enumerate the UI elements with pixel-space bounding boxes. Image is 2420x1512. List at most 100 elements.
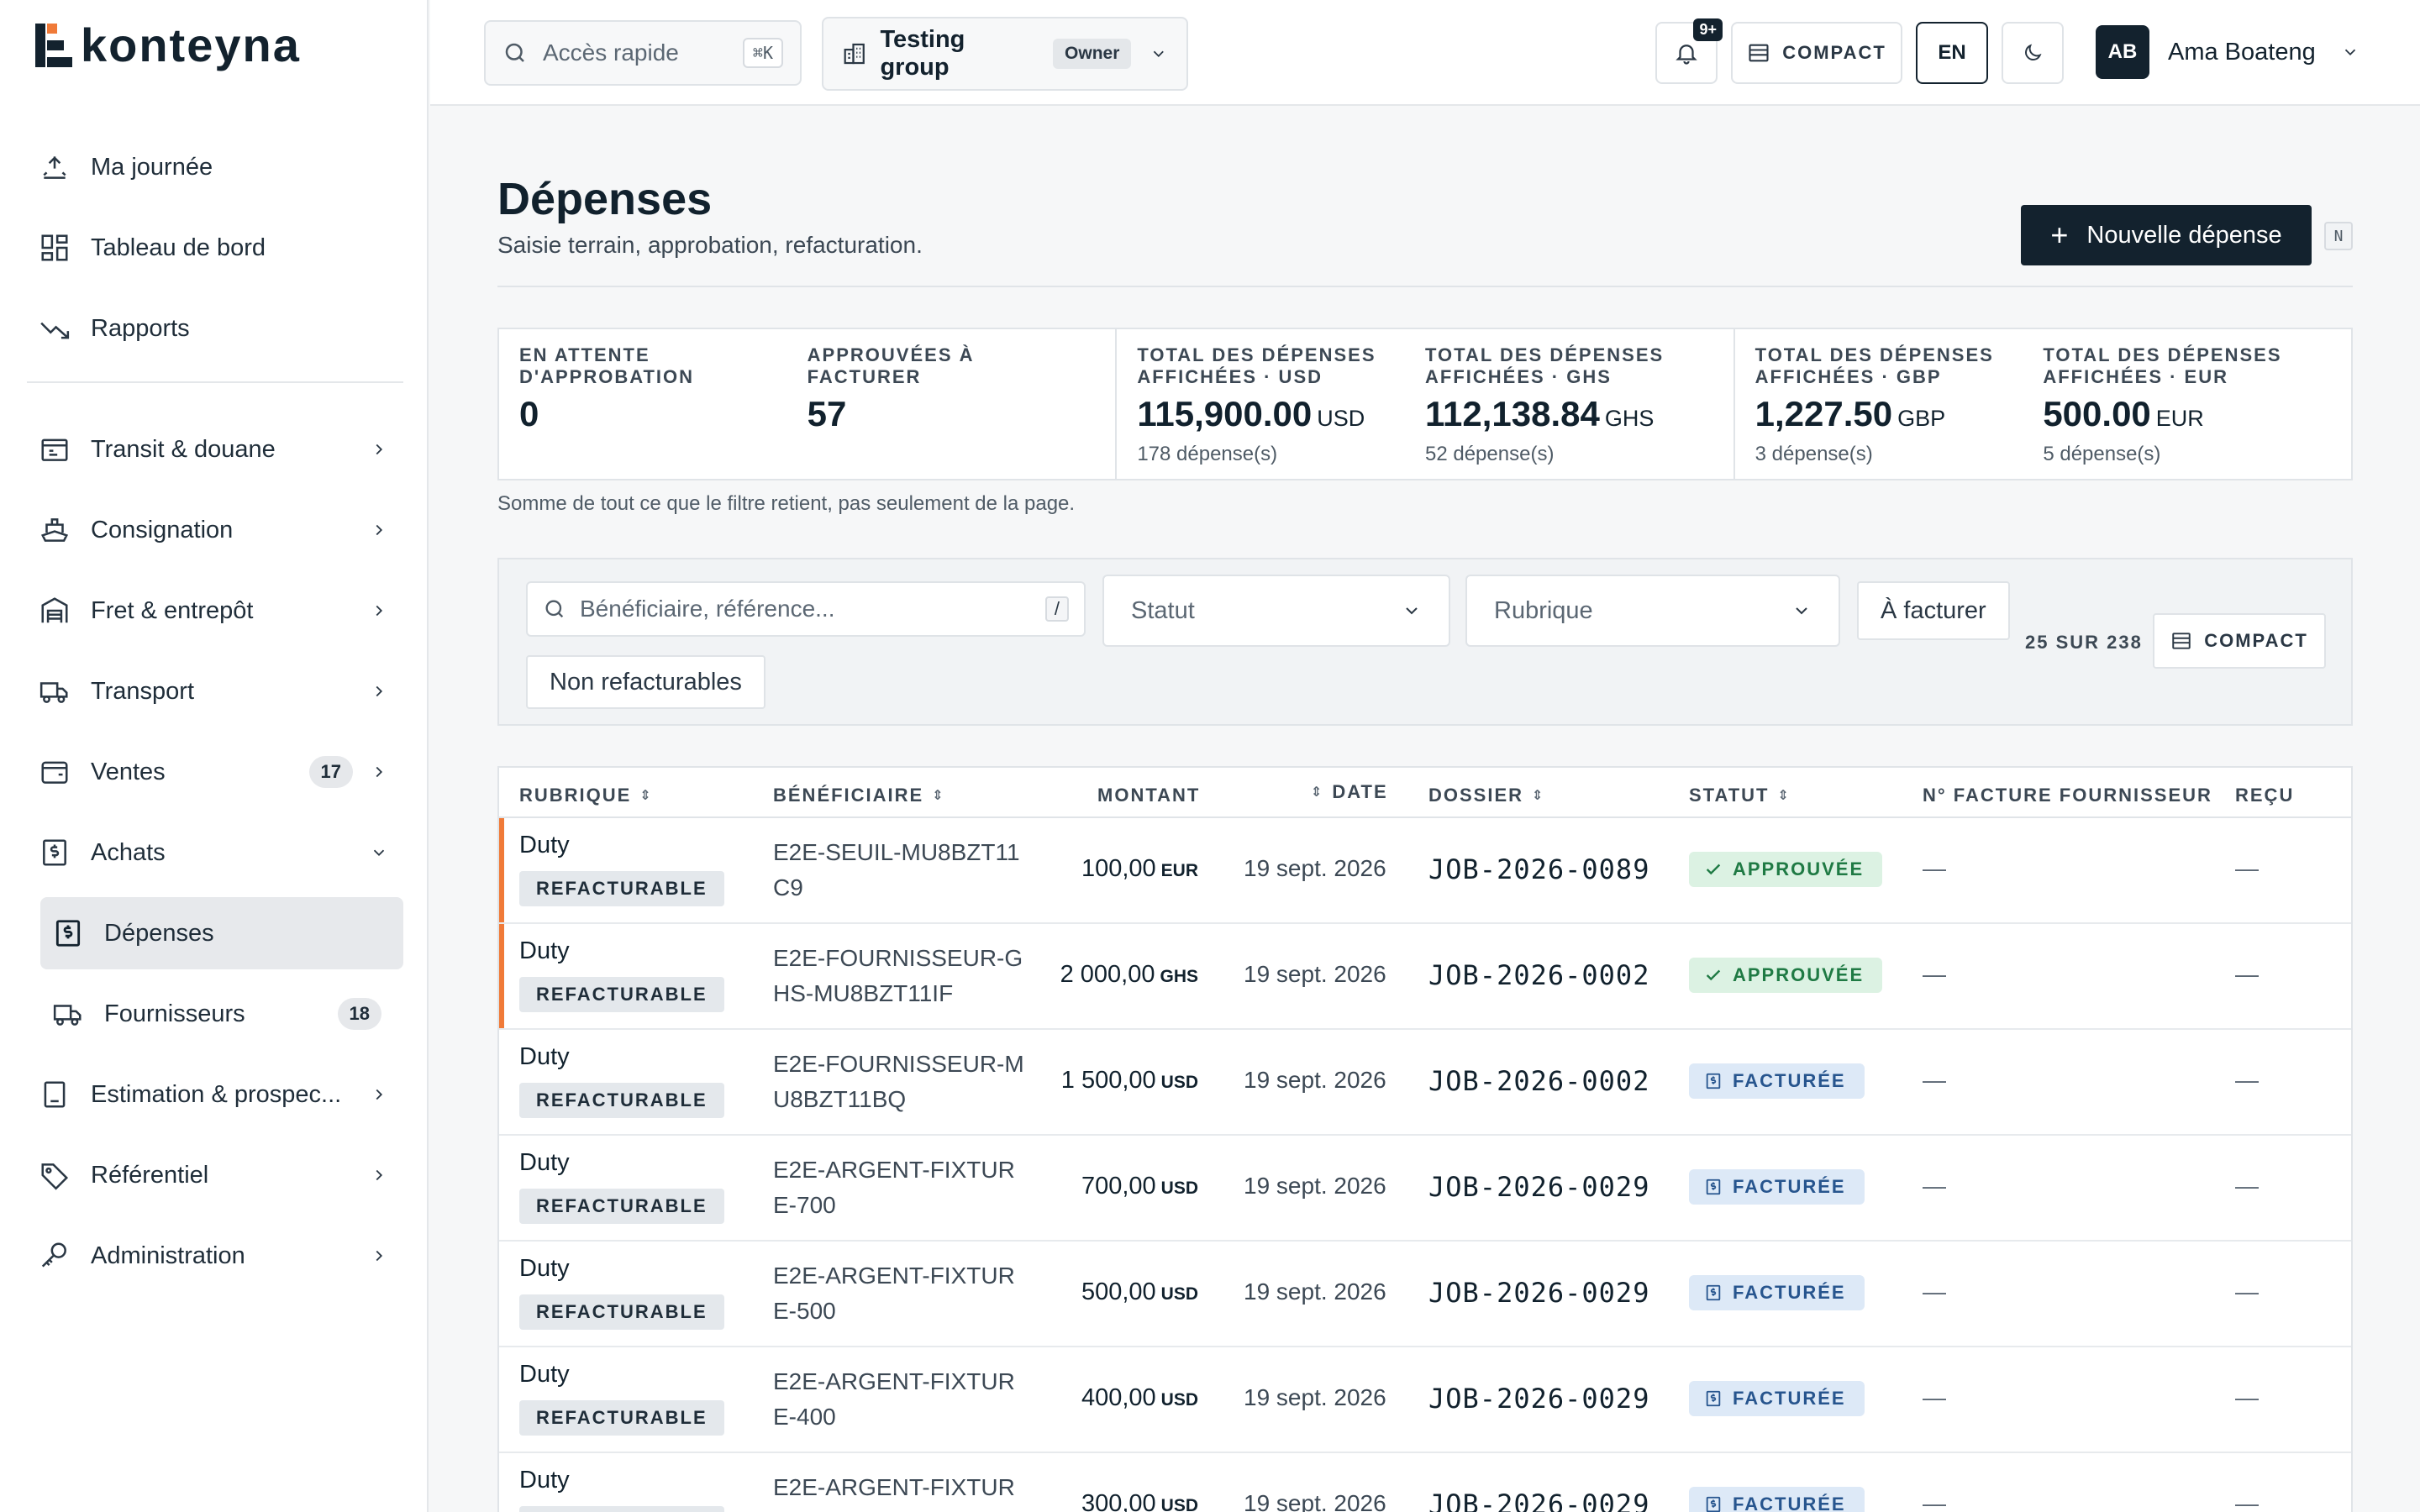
cell-beneficiaire[interactable]: E2E-SEUIL-MU8BZT11C9: [773, 839, 1020, 900]
group-name: Testing group: [880, 26, 965, 81]
kpi-total-usd: TOTAL DES DÉPENSES AFFICHÉES · USD 115,9…: [1137, 344, 1425, 465]
sidebar-item-ma-journee[interactable]: Ma journée: [27, 131, 403, 203]
cell-beneficiaire[interactable]: E2E-ARGENT-FIXTURE-700: [773, 1157, 1015, 1218]
sidebar-item-rapports[interactable]: Rapports: [27, 292, 403, 365]
cell-dossier[interactable]: JOB-2026-0089: [1428, 853, 1650, 885]
sidebar-item-transport[interactable]: Transport: [27, 655, 403, 727]
sidebar-item-fret[interactable]: Fret & entrepôt: [27, 575, 403, 647]
kpi-value: 115,900.00 USD: [1137, 395, 1425, 438]
quick-access-search[interactable]: Accès rapide ⌘K: [484, 20, 802, 86]
status-label: FACTURÉE: [1733, 1070, 1846, 1091]
chevron-right-icon: [376, 685, 383, 697]
status-icon: [1704, 860, 1723, 879]
page-subtitle: Saisie terrain, approbation, refacturati…: [497, 232, 923, 258]
header-divider: [497, 286, 2353, 287]
cell-montant: 400,00 USD: [1081, 1384, 1198, 1412]
kpi-amount: 112,138.84: [1425, 394, 1600, 433]
notifications-button[interactable]: 9+: [1655, 18, 1723, 84]
invoice-icon: [1706, 1496, 1721, 1512]
column-header-date[interactable]: ⇕ DATE: [1311, 781, 1388, 803]
table-row[interactable]: Duty REFACTURABLE E2E-FOURNISSEUR-GHS-MU…: [499, 924, 2351, 1030]
group-switcher[interactable]: Testing group Owner: [822, 17, 1188, 91]
new-expense-button[interactable]: + Nouvelle dépense: [2021, 205, 2312, 265]
theme-toggle-button[interactable]: [2002, 22, 2064, 84]
amount-currency: USD: [1160, 1179, 1198, 1198]
status-select[interactable]: Statut: [1102, 575, 1450, 647]
status-select-label: Statut: [1131, 596, 1195, 624]
compact-toggle-button[interactable]: COMPACT: [1731, 22, 1902, 84]
expenses-table: RUBRIQUE ⇕ BÉNÉFICIAIRE ⇕ MONTANT ⇕ DATE DO…: [497, 766, 2353, 1512]
user-menu[interactable]: AB Ama Boateng: [2096, 25, 2360, 79]
cell-dossier[interactable]: JOB-2026-0029: [1428, 1171, 1650, 1203]
sidebar-item-depenses[interactable]: Dépenses: [40, 897, 403, 969]
table-row[interactable]: Duty REFACTURABLE E2E-ARGENT-FIXTURE-700…: [499, 1136, 2351, 1242]
status-badge: FACTURÉE: [1689, 1169, 1865, 1205]
sidebar-item-transit[interactable]: Transit & douane: [27, 413, 403, 486]
sidebar-item-administration[interactable]: Administration: [27, 1220, 403, 1292]
main-content: Dépenses Saisie terrain, approbation, re…: [430, 108, 2420, 1512]
column-header-beneficiaire[interactable]: BÉNÉFICIAIRE ⇕: [773, 785, 945, 806]
column-header-dossier[interactable]: DOSSIER ⇕: [1428, 785, 1544, 806]
sidebar-item-achats[interactable]: Achats: [27, 816, 403, 889]
invoice-icon: [1706, 1073, 1721, 1089]
kpi-value: 1,227.50 GBP: [1755, 395, 2044, 438]
bell-icon: [1676, 45, 1697, 65]
table-header: RUBRIQUE ⇕ BÉNÉFICIAIRE ⇕ MONTANT ⇕ DATE DO…: [499, 768, 2351, 818]
dashboard-icon: [41, 234, 68, 261]
chevron-right-icon: [376, 524, 383, 536]
refacturable-tag: REFACTURABLE: [519, 1400, 724, 1436]
column-header-rubrique[interactable]: RUBRIQUE ⇕: [519, 785, 653, 806]
search-input[interactable]: Bénéficiaire, référence... /: [526, 581, 1086, 637]
sort-icon: ⇕: [1532, 789, 1545, 803]
kpi-count: 52 dépense(s): [1425, 443, 1555, 465]
refacturable-tag: REFACTURABLE: [519, 1083, 724, 1118]
cell-beneficiaire[interactable]: E2E-ARGENT-FIXTURE-300: [773, 1474, 1015, 1512]
logo[interactable]: konteyna: [35, 22, 301, 69]
kpi-count: 178 dépense(s): [1137, 443, 1278, 465]
sidebar-item-fournisseurs[interactable]: Fournisseurs 18: [40, 978, 403, 1050]
chevron-down-icon: [1154, 50, 1165, 57]
cell-rubrique: Duty REFACTURABLE: [519, 1043, 724, 1118]
table-row[interactable]: Duty REFACTURABLE E2E-FOURNISSEUR-MU8BZT…: [499, 1030, 2351, 1136]
sidebar-item-label: Tableau de bord: [91, 234, 266, 261]
sidebar-item-label: Dépenses: [104, 919, 214, 947]
check-icon: [1706, 969, 1721, 981]
plus-icon: +: [2050, 218, 2069, 252]
cell-dossier[interactable]: JOB-2026-0029: [1428, 1277, 1650, 1309]
table-row[interactable]: Duty REFACTURABLE E2E-ARGENT-FIXTURE-400…: [499, 1347, 2351, 1453]
category-select[interactable]: Rubrique: [1465, 575, 1840, 647]
table-row[interactable]: Duty REFACTURABLE E2E-ARGENT-FIXTURE-500…: [499, 1242, 2351, 1347]
cell-beneficiaire[interactable]: E2E-FOURNISSEUR-GHS-MU8BZT11IF: [773, 945, 1023, 1006]
cell-dossier[interactable]: JOB-2026-0029: [1428, 1383, 1650, 1415]
cell-beneficiaire[interactable]: E2E-FOURNISSEUR-MU8BZT11BQ: [773, 1051, 1024, 1112]
sidebar-item-label: Ventes: [91, 758, 166, 785]
cell-beneficiaire[interactable]: E2E-ARGENT-FIXTURE-500: [773, 1263, 1015, 1324]
chevron-right-icon: [376, 1169, 383, 1181]
cell-montant: 100,00 EUR: [1081, 855, 1198, 883]
status-icon: [1704, 1072, 1723, 1090]
status-icon: [1704, 1495, 1723, 1512]
cell-dossier[interactable]: JOB-2026-0002: [1428, 959, 1650, 991]
to-bill-filter-button[interactable]: À facturer: [1857, 581, 2010, 640]
language-button[interactable]: EN: [1916, 22, 1988, 84]
cell-dossier[interactable]: JOB-2026-0002: [1428, 1065, 1650, 1097]
sort-icon: ⇕: [1311, 785, 1324, 800]
sidebar-item-tableau-de-bord[interactable]: Tableau de bord: [27, 212, 403, 284]
column-header-statut[interactable]: STATUT ⇕: [1689, 785, 1791, 806]
cell-dossier[interactable]: JOB-2026-0029: [1428, 1488, 1650, 1512]
ship-icon: [40, 518, 69, 542]
table-row[interactable]: Duty REFACTURABLE E2E-SEUIL-MU8BZT11C9 1…: [499, 818, 2351, 924]
amount-currency: USD: [1160, 1496, 1198, 1512]
cell-beneficiaire[interactable]: E2E-ARGENT-FIXTURE-400: [773, 1368, 1015, 1430]
table-compact-button[interactable]: COMPACT: [2153, 613, 2326, 669]
table-row[interactable]: Duty REFACTURABLE E2E-ARGENT-FIXTURE-300…: [499, 1453, 2351, 1512]
cell-invoice-number: —: [1923, 1173, 1946, 1199]
sidebar-item-consignation[interactable]: Consignation: [27, 494, 403, 566]
page-title: Dépenses: [497, 174, 713, 224]
sidebar-item-estimation[interactable]: Estimation & prospec...: [27, 1058, 403, 1131]
non-billable-filter-button[interactable]: Non refacturables: [526, 655, 765, 709]
sidebar-item-ventes[interactable]: Ventes 17: [27, 736, 403, 808]
sidebar-item-referentiel[interactable]: Référentiel: [27, 1139, 403, 1211]
rubrique-name: Duty: [519, 937, 570, 964]
refacturable-tag: REFACTURABLE: [519, 1189, 724, 1224]
